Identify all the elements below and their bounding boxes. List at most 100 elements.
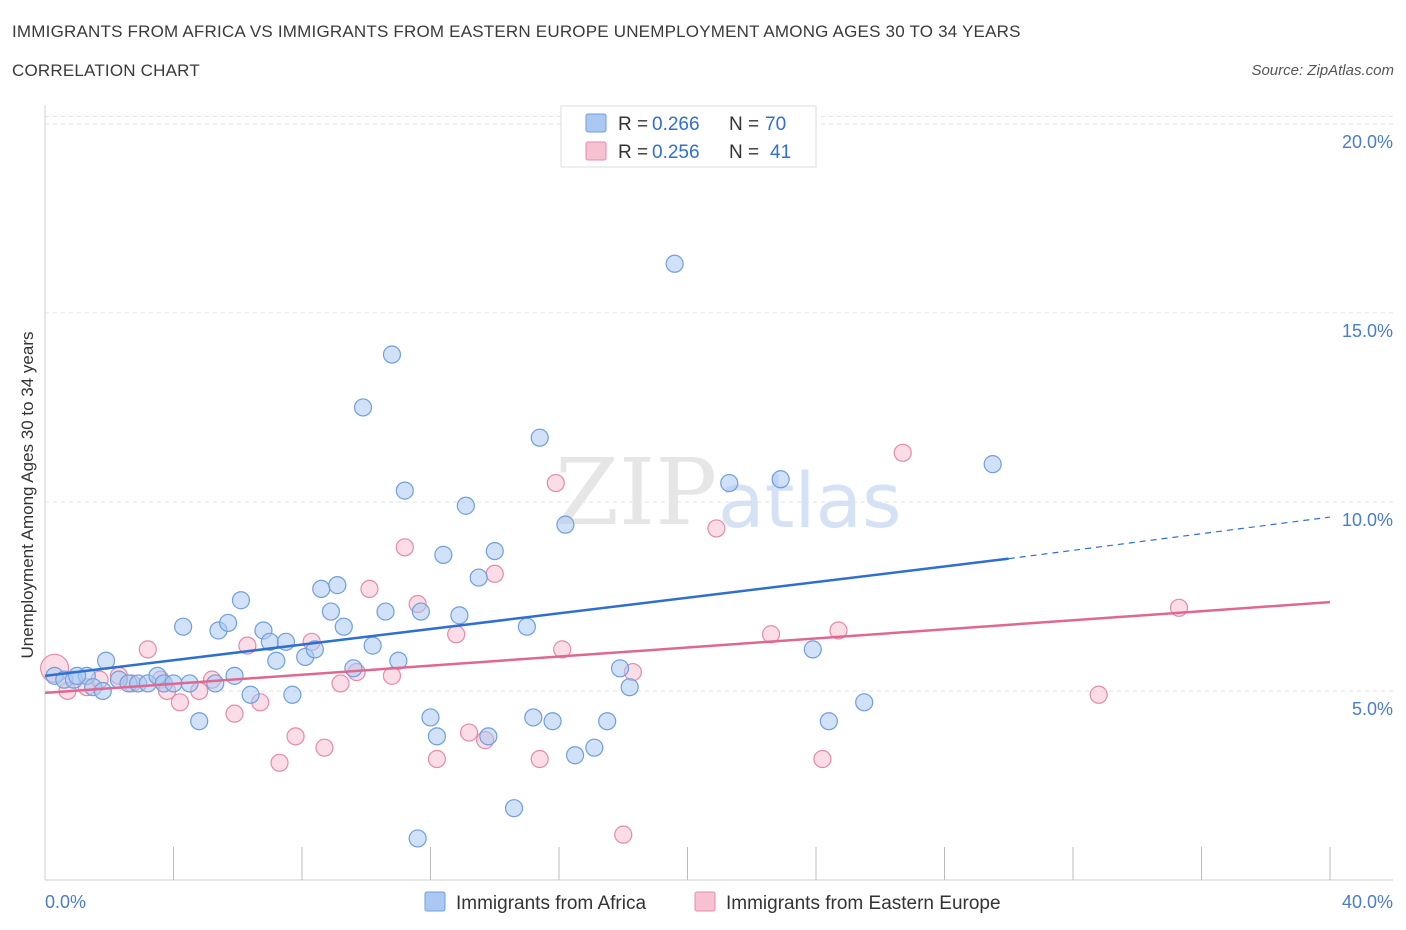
- data-point-africa: [819, 712, 838, 731]
- trend-line-europe: [44, 600, 1331, 695]
- data-point-africa: [565, 746, 585, 765]
- data-point-europe: [427, 749, 447, 769]
- data-point-africa: [395, 481, 414, 500]
- watermark-zip: ZIP: [555, 439, 717, 546]
- data-point-africa: [427, 727, 447, 746]
- data-point-africa: [485, 541, 504, 561]
- series-legend: Immigrants from Africa Immigrants from E…: [424, 891, 1001, 914]
- data-point-africa: [517, 617, 536, 636]
- data-point-africa: [334, 617, 353, 636]
- data-point-africa: [434, 545, 453, 564]
- data-point-europe: [286, 727, 305, 746]
- trend-line-africa: [44, 557, 1009, 678]
- data-point-africa: [231, 591, 251, 610]
- chart-subtitle: CORRELATION CHART: [12, 61, 200, 80]
- data-point-europe: [553, 640, 572, 659]
- data-point-europe: [170, 693, 190, 712]
- data-point-africa: [543, 712, 562, 731]
- data-point-africa: [283, 685, 302, 704]
- data-point-europe: [331, 674, 350, 693]
- watermark: ZIP atlas: [555, 439, 902, 546]
- legend-n-label-europe: N =: [729, 142, 759, 163]
- y-tick-labels: 5.0% 10.0% 15.0% 20.0%: [1342, 132, 1393, 719]
- legend-n-label-africa: N =: [729, 114, 759, 135]
- data-point-europe: [485, 564, 504, 583]
- chart-title: IMMIGRANTS FROM AFRICA VS IMMIGRANTS FRO…: [12, 22, 1021, 41]
- data-point-africa: [720, 473, 739, 493]
- data-point-europe: [225, 704, 244, 723]
- data-point-europe: [459, 723, 479, 742]
- y-axis-label: Unemployment Among Ages 30 to 34 years: [18, 332, 37, 659]
- data-point-africa: [305, 640, 324, 659]
- y-tick-label: 20.0%: [1342, 132, 1393, 152]
- data-point-africa: [376, 602, 395, 621]
- data-point-europe: [138, 640, 157, 659]
- data-point-europe: [813, 749, 832, 769]
- data-point-africa: [411, 602, 430, 621]
- data-point-africa: [344, 659, 363, 678]
- y-tick-label: 5.0%: [1352, 699, 1393, 719]
- data-point-africa: [328, 576, 347, 595]
- data-point-europe: [395, 538, 414, 557]
- data-point-africa: [190, 712, 209, 731]
- series-legend-label-africa: Immigrants from Africa: [456, 893, 646, 914]
- data-point-africa: [855, 693, 874, 712]
- data-point-africa: [585, 738, 604, 757]
- legend-swatch-africa: [585, 113, 607, 133]
- data-point-europe: [530, 749, 549, 769]
- data-point-africa: [479, 727, 498, 746]
- legend-n-value-europe: 41: [770, 142, 791, 163]
- data-point-africa: [610, 659, 630, 678]
- data-point-africa: [556, 515, 575, 534]
- data-point-africa: [219, 613, 238, 633]
- x-tick-label-min: 0.0%: [45, 892, 86, 912]
- legend-r-label-europe: R =: [618, 142, 648, 163]
- data-point-africa: [524, 708, 543, 727]
- data-point-europe: [546, 473, 565, 493]
- legend-r-value-africa: 0.266: [652, 114, 700, 135]
- data-point-europe: [893, 443, 912, 462]
- data-point-europe: [270, 753, 289, 772]
- data-point-europe: [360, 579, 379, 599]
- data-point-africa: [620, 678, 639, 697]
- data-point-africa: [353, 398, 373, 417]
- data-point-africa: [241, 685, 260, 704]
- data-point-africa: [983, 455, 1002, 474]
- y-tick-label: 10.0%: [1342, 510, 1393, 530]
- axes: [44, 105, 1393, 881]
- data-point-africa: [267, 651, 286, 670]
- data-point-europe: [1089, 685, 1108, 704]
- data-point-africa: [225, 666, 244, 685]
- data-point-africa: [382, 345, 402, 364]
- data-point-africa: [450, 606, 469, 625]
- data-point-africa: [321, 602, 341, 621]
- data-point-africa: [174, 617, 193, 636]
- source-credit: Source: ZipAtlas.com: [1251, 62, 1394, 79]
- data-point-africa: [363, 636, 382, 655]
- data-point-africa: [206, 674, 225, 693]
- x-tick-label-max: 40.0%: [1342, 892, 1393, 912]
- data-point-africa: [421, 708, 440, 727]
- legend-swatch-europe: [585, 141, 607, 161]
- data-point-africa: [456, 496, 475, 515]
- series-legend-swatch-africa: [424, 891, 446, 912]
- data-point-africa: [504, 799, 524, 818]
- data-point-africa: [530, 428, 549, 447]
- legend-r-label-africa: R =: [618, 114, 648, 135]
- data-point-europe: [707, 519, 726, 538]
- data-point-europe: [447, 625, 466, 644]
- data-point-africa: [598, 712, 617, 731]
- series-africa: [45, 254, 1002, 848]
- data-point-africa: [68, 666, 87, 685]
- watermark-atlas: atlas: [718, 456, 902, 545]
- series-legend-label-europe: Immigrants from Eastern Europe: [726, 893, 1001, 914]
- data-point-africa: [408, 829, 427, 848]
- y-tick-label: 15.0%: [1342, 321, 1393, 341]
- legend-n-value-africa: 70: [765, 114, 786, 135]
- stats-legend: R = 0.266 N = 70 R = 0.256 N = 41: [560, 105, 817, 168]
- data-point-africa: [312, 579, 331, 599]
- data-point-europe: [829, 621, 848, 640]
- series-legend-swatch-europe: [694, 891, 716, 912]
- data-point-europe: [315, 738, 334, 757]
- data-point-europe: [614, 825, 633, 844]
